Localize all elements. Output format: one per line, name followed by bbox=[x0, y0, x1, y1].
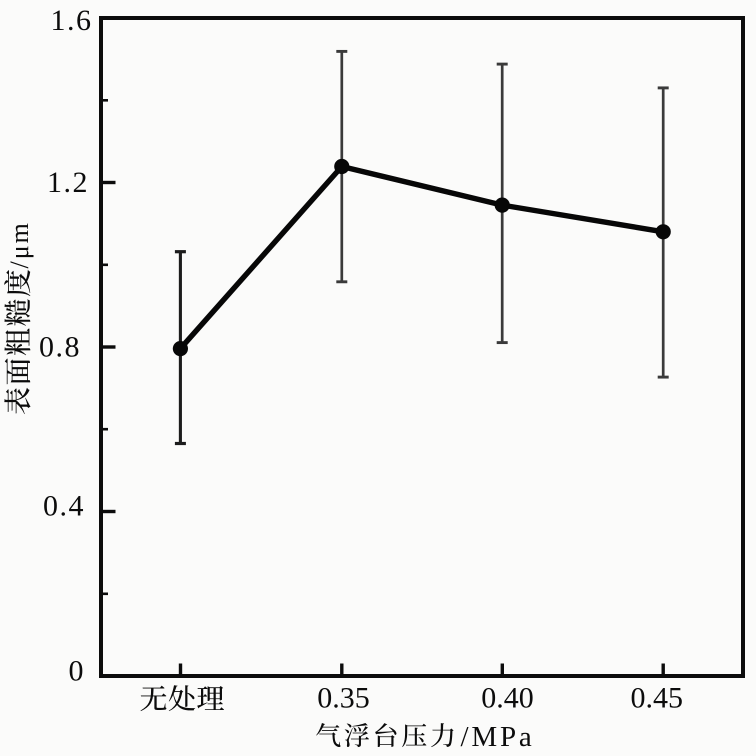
svg-text:/MPa: /MPa bbox=[461, 721, 535, 753]
svg-text:0.8: 0.8 bbox=[39, 331, 81, 364]
svg-text:0.4: 0.4 bbox=[43, 490, 85, 523]
svg-text:0.45: 0.45 bbox=[630, 681, 683, 714]
svg-text:0: 0 bbox=[69, 655, 86, 688]
svg-text:0.40: 0.40 bbox=[481, 681, 534, 714]
svg-text:/μm: /μm bbox=[5, 221, 34, 268]
svg-text:1.2: 1.2 bbox=[47, 166, 89, 199]
svg-text:1.6: 1.6 bbox=[51, 4, 93, 37]
svg-text:0.35: 0.35 bbox=[317, 681, 370, 714]
